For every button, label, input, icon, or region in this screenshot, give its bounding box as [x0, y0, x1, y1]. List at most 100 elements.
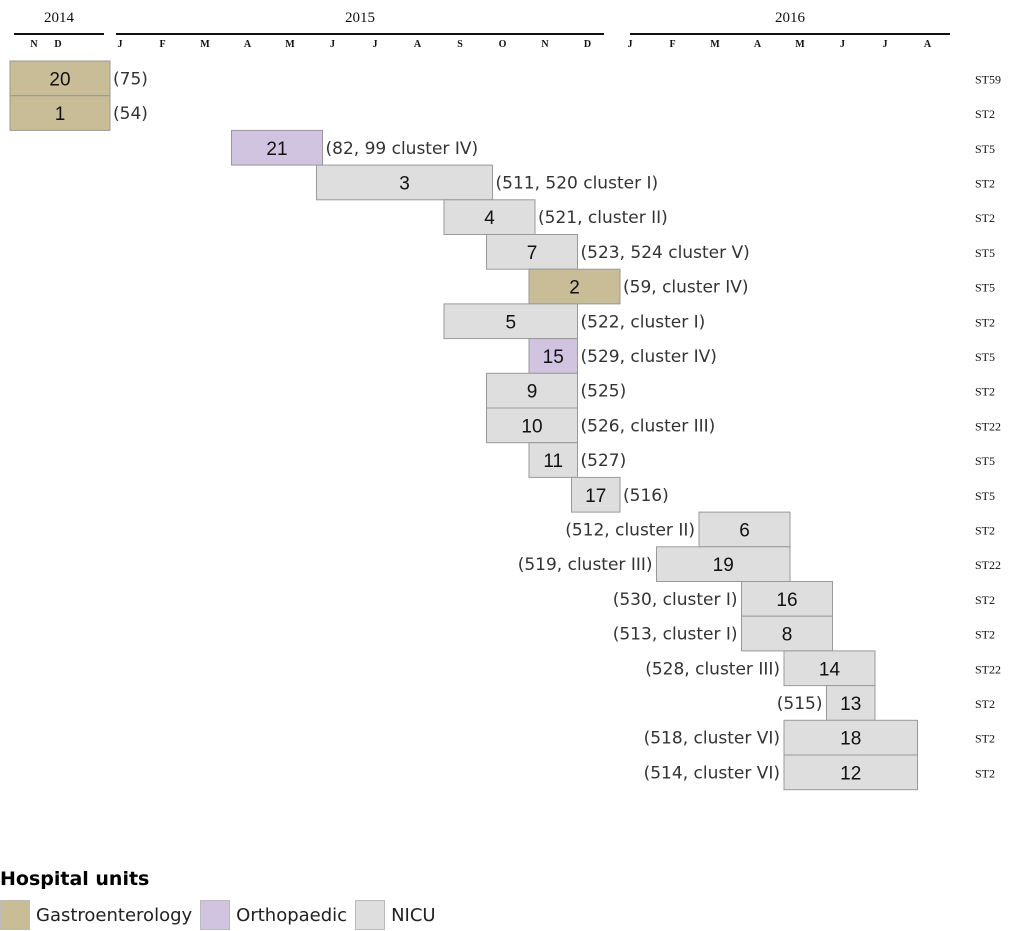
case-number-4: 4 — [484, 208, 495, 229]
case-st-8: ST2 — [975, 628, 995, 642]
case-st-3: ST2 — [975, 176, 995, 190]
case-annotation-21: (82, 99 cluster IV) — [326, 139, 479, 159]
case-bar-19 — [656, 546, 791, 582]
case-st-5: ST2 — [975, 315, 995, 329]
case-st-9: ST2 — [975, 385, 995, 399]
case-number-9: 9 — [527, 382, 538, 403]
case-annotation-10: (526, cluster III) — [581, 416, 716, 436]
case-number-8: 8 — [782, 625, 793, 646]
case-annotation-14: (528, cluster III) — [645, 659, 780, 679]
legend-item-nicu: NICU — [355, 900, 436, 930]
legend-items: Gastroenterology Orthopaedic NICU — [0, 900, 444, 930]
case-bar-5 — [443, 303, 578, 340]
case-number-17: 17 — [585, 486, 606, 507]
case-st-1: ST2 — [975, 107, 995, 121]
case-bar-16 — [741, 581, 833, 617]
case-annotation-8: (513, cluster I) — [613, 625, 738, 645]
case-st-20: ST59 — [975, 72, 1001, 86]
case-annotation-20: (75) — [113, 69, 148, 89]
case-st-12: ST2 — [975, 766, 995, 780]
month-label: D — [54, 39, 61, 50]
case-annotation-11: (527) — [581, 451, 627, 471]
case-bar-6 — [698, 511, 791, 548]
month-label: S — [457, 39, 463, 50]
month-label: J — [330, 39, 335, 50]
case-annotation-16: (530, cluster I) — [613, 590, 738, 610]
case-bar-8 — [741, 615, 833, 652]
year-2014-label: 2014 — [44, 10, 75, 26]
case-bar-18 — [783, 719, 918, 756]
month-label: J — [840, 39, 845, 50]
month-label: A — [924, 39, 932, 50]
case-number-15: 15 — [543, 347, 564, 368]
case-st-15: ST5 — [975, 350, 995, 364]
case-annotation-5: (522, cluster I) — [581, 312, 706, 332]
month-label: J — [373, 39, 378, 50]
case-annotation-2: (59, cluster IV) — [623, 278, 749, 298]
case-bar-13 — [826, 685, 876, 721]
month-label: M — [200, 39, 210, 50]
case-st-11: ST5 — [975, 454, 995, 468]
case-annotation-18: (518, cluster VI) — [644, 729, 780, 749]
case-st-7: ST5 — [975, 246, 995, 260]
case-st-6: ST2 — [975, 523, 995, 537]
year-2015-label: 2015 — [345, 10, 375, 26]
legend-swatch-gastroenterology — [0, 900, 30, 930]
case-number-3: 3 — [399, 173, 410, 194]
month-label: O — [499, 39, 507, 50]
legend-title: Hospital units — [0, 868, 150, 890]
month-label: M — [285, 39, 295, 50]
case-number-12: 12 — [840, 763, 861, 784]
month-label: M — [795, 39, 805, 50]
case-st-13: ST2 — [975, 697, 995, 711]
case-bar-14 — [783, 650, 876, 687]
case-annotation-9: (525) — [581, 382, 627, 402]
month-label: J — [883, 39, 888, 50]
case-annotation-12: (514, cluster VI) — [644, 763, 780, 783]
case-number-18: 18 — [840, 729, 861, 750]
case-bar-21 — [231, 129, 323, 166]
case-number-11: 11 — [543, 451, 563, 472]
legend-label-gastroenterology: Gastroenterology — [36, 904, 193, 926]
case-number-6: 6 — [739, 520, 750, 541]
month-label: J — [628, 39, 633, 50]
case-number-5: 5 — [505, 312, 516, 333]
legend-item-orthopaedic: Orthopaedic — [200, 900, 347, 930]
case-bar-3 — [316, 164, 493, 201]
month-label: F — [159, 39, 165, 50]
case-annotation-6: (512, cluster II) — [565, 520, 695, 540]
case-bar-1 — [9, 95, 111, 131]
case-annotation-13: (515) — [777, 694, 823, 714]
case-number-10: 10 — [521, 416, 542, 437]
legend: Hospital units Gastroenterology Orthopae… — [0, 866, 700, 931]
case-st-4: ST2 — [975, 211, 995, 225]
month-label: F — [669, 39, 675, 50]
case-st-16: ST2 — [975, 593, 995, 607]
case-st-14: ST22 — [975, 662, 1001, 676]
case-annotation-3: (511, 520 cluster I) — [496, 173, 659, 193]
legend-label-nicu: NICU — [391, 904, 436, 926]
year-2016-label: 2016 — [775, 10, 806, 26]
case-number-19: 19 — [713, 555, 734, 576]
month-label: A — [244, 39, 252, 50]
case-annotation-15: (529, cluster IV) — [581, 347, 717, 367]
case-bar-17 — [571, 476, 621, 513]
legend-label-orthopaedic: Orthopaedic — [236, 904, 348, 926]
case-number-7: 7 — [527, 243, 538, 264]
case-number-21: 21 — [266, 139, 287, 160]
case-annotation-1: (54) — [113, 104, 148, 124]
case-st-18: ST2 — [975, 732, 995, 746]
legend-item-gastroenterology: Gastroenterology — [0, 900, 192, 930]
case-bar-12 — [783, 754, 918, 791]
case-number-14: 14 — [819, 659, 841, 680]
case-number-16: 16 — [776, 590, 797, 611]
case-annotation-7: (523, 524 cluster V) — [581, 243, 750, 263]
case-st-21: ST5 — [975, 142, 995, 156]
case-st-19: ST22 — [975, 558, 1001, 572]
case-bar-20 — [9, 60, 111, 97]
month-label: A — [414, 39, 422, 50]
case-st-10: ST22 — [975, 419, 1001, 433]
case-annotation-19: (519, cluster III) — [518, 555, 653, 575]
month-label: M — [710, 39, 720, 50]
month-label: D — [584, 39, 591, 50]
